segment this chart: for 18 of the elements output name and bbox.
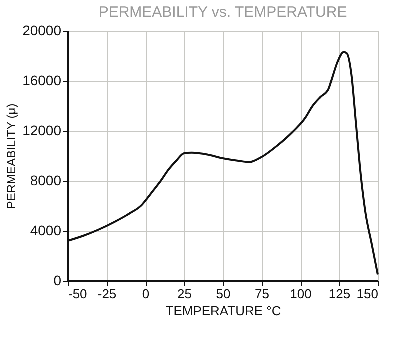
y-tick-label: 4000	[30, 222, 62, 238]
x-axis-title: TEMPERATURE °C	[166, 304, 282, 318]
x-tick-label: 25	[178, 286, 192, 302]
y-tick-label: 20000	[22, 22, 62, 38]
y-tick-label: 0	[54, 272, 62, 288]
x-tick-label: 100	[290, 286, 312, 302]
y-tick-label: 16000	[22, 72, 62, 88]
chart-title: PERMEABILITY vs. TEMPERATURE	[98, 4, 348, 21]
x-tick-label: -25	[98, 286, 117, 302]
y-axis-title: PERMEABILITY (μ)	[4, 104, 19, 210]
y-tick-label: 8000	[30, 172, 62, 188]
x-tick-label: 75	[255, 286, 270, 302]
x-tick-label: 0	[142, 286, 150, 302]
x-tick-label: 50	[216, 286, 231, 302]
x-tick-label: -50	[68, 286, 88, 302]
y-tick-label: 12000	[22, 122, 62, 138]
x-tick-label: 125	[328, 286, 351, 302]
x-tick-label: 150	[356, 286, 378, 302]
